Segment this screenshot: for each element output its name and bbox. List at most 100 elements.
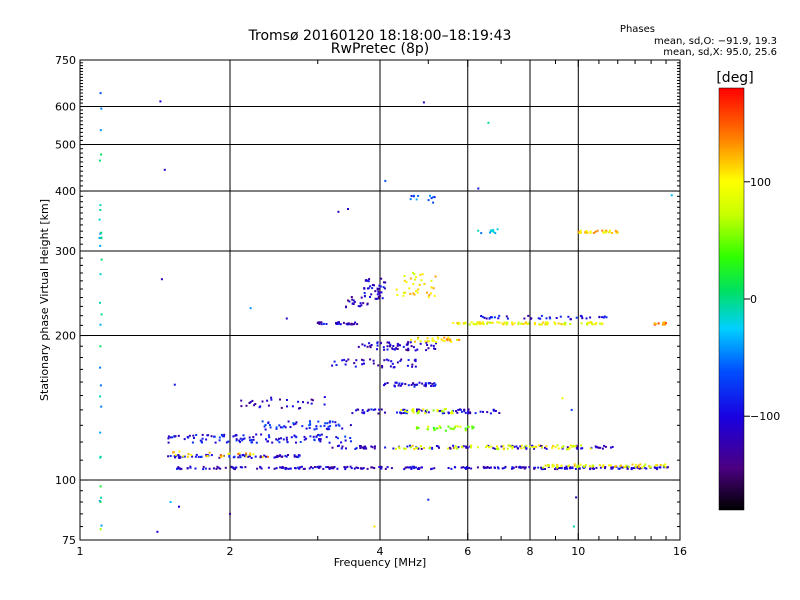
- echo-point: [585, 317, 588, 320]
- echo-point: [477, 229, 480, 232]
- echo-point: [470, 444, 473, 447]
- echo-point: [518, 465, 521, 468]
- echo-point: [409, 466, 412, 469]
- echo-point: [666, 466, 669, 469]
- echo-point: [402, 345, 405, 348]
- echo-point: [426, 340, 429, 343]
- echo-point: [394, 385, 396, 388]
- echo-point: [317, 420, 320, 423]
- echo-point: [326, 466, 329, 468]
- echo-point: [100, 496, 102, 499]
- echo-point: [418, 409, 421, 411]
- echo-point: [427, 296, 430, 299]
- echo-point: [258, 406, 261, 409]
- echo-point: [431, 339, 434, 342]
- echo-point: [406, 364, 409, 367]
- echo-point: [643, 465, 646, 468]
- echo-point: [219, 467, 222, 470]
- echo-point: [395, 381, 398, 384]
- echo-point: [191, 455, 194, 458]
- echo-point: [167, 435, 170, 438]
- echo-point: [224, 466, 227, 469]
- echo-point: [386, 382, 389, 384]
- echo-point: [430, 385, 433, 387]
- echo-point: [434, 348, 437, 350]
- echo-point: [654, 464, 657, 467]
- echo-point: [591, 323, 594, 326]
- echo-point: [433, 382, 436, 385]
- echo-point: [430, 292, 432, 295]
- echo-point: [424, 409, 427, 412]
- echo-point: [341, 445, 344, 448]
- echo-point: [396, 342, 399, 345]
- echo-point: [368, 342, 371, 345]
- echo-point: [575, 444, 578, 447]
- echo-point: [492, 230, 495, 233]
- echo-point: [193, 437, 195, 439]
- echo-point: [331, 446, 334, 449]
- echo-point: [406, 445, 409, 448]
- echo-point: [402, 408, 405, 411]
- echo-point: [530, 317, 533, 320]
- echo-point: [437, 337, 440, 340]
- echo-point: [653, 466, 656, 469]
- echo-point: [502, 444, 505, 447]
- echo-point: [435, 427, 438, 430]
- echo-point: [643, 466, 646, 469]
- echo-point: [430, 344, 433, 347]
- echo-point: [483, 316, 486, 319]
- echo-point: [386, 466, 389, 469]
- echo-point: [349, 465, 352, 468]
- echo-point: [366, 279, 369, 282]
- echo-point: [318, 438, 320, 441]
- echo-point: [297, 466, 300, 469]
- echo-point: [173, 383, 176, 386]
- echo-point: [483, 467, 486, 470]
- echo-point: [526, 322, 529, 325]
- echo-point: [201, 437, 204, 440]
- echo-point: [598, 464, 601, 467]
- echo-point: [443, 339, 446, 342]
- echo-point: [525, 444, 528, 447]
- echo-point: [420, 279, 423, 282]
- echo-point: [412, 410, 415, 413]
- echo-point: [427, 411, 430, 414]
- echo-point: [309, 435, 312, 438]
- echo-point: [346, 465, 349, 468]
- echo-point: [459, 425, 462, 428]
- echo-point: [656, 466, 659, 469]
- echo-point: [441, 412, 444, 415]
- echo-point: [599, 446, 602, 449]
- echo-point: [308, 467, 311, 470]
- echo-point: [384, 411, 386, 414]
- y-axis-label: Stationary phase Virtual Height [km]: [38, 199, 51, 401]
- echo-point: [458, 338, 461, 341]
- echo-point: [451, 410, 453, 413]
- echo-point: [485, 446, 487, 449]
- echo-point: [664, 466, 667, 468]
- echo-point: [310, 402, 313, 405]
- echo-point: [286, 441, 289, 444]
- echo-point: [627, 465, 630, 468]
- echo-point: [589, 316, 592, 319]
- echo-point: [502, 323, 505, 326]
- echo-point: [451, 427, 454, 430]
- echo-point: [335, 424, 338, 427]
- echo-point: [191, 441, 194, 444]
- echo-point: [641, 466, 643, 469]
- echo-point: [579, 232, 581, 234]
- echo-point: [560, 446, 563, 449]
- echo-point: [328, 466, 331, 469]
- echo-point: [371, 287, 374, 290]
- x-tick-label: 2: [227, 545, 234, 558]
- echo-point: [553, 321, 556, 324]
- echo-point: [561, 397, 564, 400]
- echo-point: [380, 408, 383, 411]
- echo-point: [414, 360, 417, 363]
- echo-point: [589, 468, 591, 471]
- echo-point: [601, 229, 604, 232]
- echo-point: [367, 408, 370, 411]
- echo-point: [573, 464, 576, 467]
- echo-point: [591, 465, 594, 468]
- echo-point: [205, 438, 208, 441]
